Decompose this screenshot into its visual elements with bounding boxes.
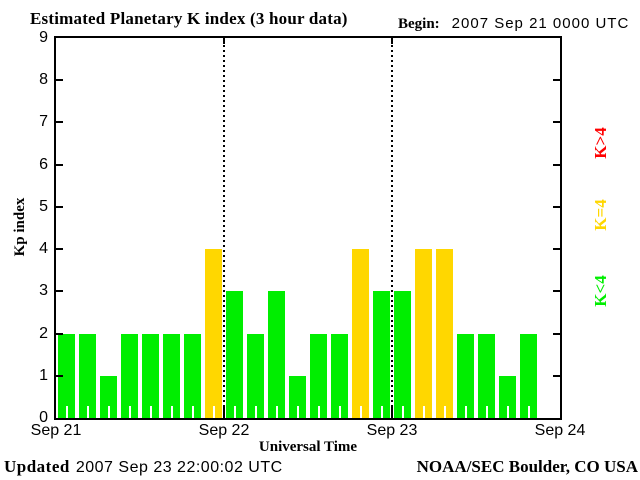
x-minor-tick: [170, 406, 173, 418]
day-boundary-line: [223, 45, 225, 406]
x-minor-tick: [443, 406, 446, 418]
source-text: NOAA/SEC Boulder, CO USA: [416, 457, 638, 476]
x-minor-tick: [506, 406, 509, 418]
kp-bar: [331, 334, 348, 418]
x-minor-tick: [422, 406, 425, 418]
x-tick-label: Sep 21: [30, 422, 82, 439]
x-minor-tick: [275, 406, 278, 418]
legend-k-gt-4: K>4: [591, 127, 610, 159]
kp-bar: [415, 249, 432, 418]
x-tick-label: Sep 22: [198, 422, 250, 439]
kp-bar: [352, 249, 369, 418]
x-minor-tick: [464, 406, 467, 418]
y-tick-label: 1: [39, 366, 48, 384]
kp-bar: [394, 291, 411, 418]
kp-bar: [520, 334, 537, 418]
x-minor-tick: [254, 406, 257, 418]
chart-title: Estimated Planetary K index (3 hour data…: [30, 9, 348, 28]
y-tick: [553, 374, 560, 377]
y-tick-label: 0: [39, 409, 48, 426]
y-tick: [56, 163, 63, 166]
y-tick: [553, 248, 560, 251]
y-tick: [553, 290, 560, 293]
y-tick-label: 5: [39, 197, 48, 215]
x-minor-tick: [527, 406, 530, 418]
y-tick: [553, 163, 560, 166]
y-tick: [56, 374, 63, 377]
kp-bar: [247, 334, 264, 418]
x-minor-tick: [86, 406, 89, 418]
updated-label: Updated: [4, 457, 70, 476]
x-axis-title: Universal Time: [258, 439, 358, 455]
y-tick-label: 2: [39, 324, 48, 342]
day-boundary-line: [391, 45, 393, 406]
y-tick: [56, 121, 63, 124]
y-tick: [553, 79, 560, 82]
kp-bar: [373, 291, 390, 418]
kp-bar: [226, 291, 243, 418]
kp-bar: [310, 334, 327, 418]
updated-text: Updated 2007 Sep 23 22:00:02 UTC: [4, 457, 283, 477]
x-minor-tick: [149, 406, 152, 418]
x-minor-tick: [212, 406, 215, 418]
updated-value: 2007 Sep 23 22:00:02 UTC: [75, 459, 283, 476]
x-minor-tick: [296, 406, 299, 418]
x-minor-tick: [338, 406, 341, 418]
begin-value: 2007 Sep 21 0000 UTC: [451, 15, 630, 32]
x-minor-tick: [191, 406, 194, 418]
x-tick-label: Sep 24: [534, 422, 586, 439]
x-major-tick-bottom: [223, 406, 225, 418]
x-minor-tick: [359, 406, 362, 418]
y-tick: [56, 332, 63, 335]
kp-bar: [478, 334, 495, 418]
kp-bar: [457, 334, 474, 418]
kp-bar: [121, 334, 138, 418]
kp-bar: [268, 291, 285, 418]
kp-bar: [100, 376, 117, 418]
y-tick-label: 8: [39, 71, 48, 89]
kp-bar: [184, 334, 201, 418]
y-tick: [56, 248, 63, 251]
x-minor-tick: [128, 406, 131, 418]
x-major-tick-top: [223, 38, 225, 44]
y-tick: [56, 205, 63, 208]
x-major-tick-bottom: [391, 406, 393, 418]
x-major-tick-top: [391, 38, 393, 44]
x-minor-tick: [233, 406, 236, 418]
x-tick-label: Sep 23: [366, 422, 418, 439]
y-tick: [56, 79, 63, 82]
kp-bar: [163, 334, 180, 418]
x-minor-tick: [485, 406, 488, 418]
kp-bar: [289, 376, 306, 418]
kp-bar: [436, 249, 453, 418]
legend-k-lt-4: K<4: [591, 275, 610, 307]
y-tick: [553, 121, 560, 124]
y-tick-label: 3: [39, 282, 48, 300]
x-minor-tick: [380, 406, 383, 418]
y-tick-label: 7: [39, 113, 48, 131]
plot-area: [56, 38, 560, 418]
y-axis-title: Kp index: [12, 197, 28, 257]
kp-bar: [499, 376, 516, 418]
x-minor-tick: [65, 406, 68, 418]
x-minor-tick: [107, 406, 110, 418]
begin-label: Begin:: [398, 16, 440, 32]
y-tick-label: 9: [39, 29, 48, 46]
y-tick: [56, 290, 63, 293]
x-minor-tick: [401, 406, 404, 418]
y-tick-label: 4: [39, 240, 48, 258]
begin-line: Begin: 2007 Sep 21 0000 UTC: [398, 15, 629, 33]
kp-bar: [58, 334, 75, 418]
x-minor-tick: [317, 406, 320, 418]
kp-bar: [142, 334, 159, 418]
kp-bar: [205, 249, 222, 418]
y-tick: [553, 205, 560, 208]
legend-k-eq-4: K=4: [591, 199, 610, 231]
y-tick: [553, 332, 560, 335]
y-tick-label: 6: [39, 155, 48, 173]
kp-bar: [79, 334, 96, 418]
